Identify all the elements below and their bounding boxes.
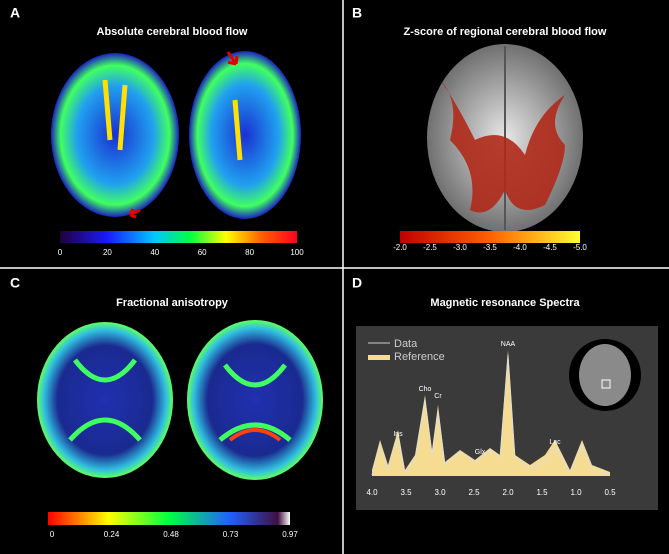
legend-label: Data [394,338,418,350]
legend-label: Reference [394,351,445,363]
arrow [128,208,141,219]
colorbar-tick-label: 20 [103,248,112,257]
colorbar-tick-label: -4.0 [513,243,527,252]
axis-tick-label: 1.0 [570,488,582,497]
panel-title: Absolute cerebral blood flow [97,26,248,38]
axis-tick-label: 3.0 [434,488,446,497]
legend-swatch [368,355,390,360]
axis-tick-label: 0.5 [604,488,616,497]
panel-title: Fractional anisotropy [116,297,229,309]
activation [440,80,565,213]
axis-tick-label: 2.0 [502,488,514,497]
colorbar-tick-label: 0.97 [282,530,298,539]
colorbar-tick-label: -2.5 [423,243,437,252]
data-spectrum [371,354,611,476]
tract [228,428,282,442]
colorbar-tick-label: 0 [58,248,63,257]
brain-scan [189,51,301,219]
panel-title: Z-score of regional cerebral blood flow [404,26,607,38]
inset-brain [579,344,631,406]
axis-tick-label: 4.0 [366,488,378,497]
arrow [226,51,239,66]
peak-label: Lac [549,439,561,446]
brain-scan [37,322,173,478]
peak-label: NAA [501,341,516,348]
panel-title: Magnetic resonance Spectra [430,297,580,309]
colorbar [400,231,580,243]
colorbar-tick-label: 0.48 [163,530,179,539]
colorbar-tick-label: -5.0 [573,243,587,252]
colorbar-tick-label: -4.5 [543,243,557,252]
brain-scan [187,320,323,480]
peak-label: Glx [475,449,486,456]
colorbar [60,231,297,243]
peak-label: Cr [434,393,442,400]
axis-tick-label: 2.5 [468,488,480,497]
axis-tick-label: 1.5 [536,488,548,497]
brain-scan [51,53,179,217]
panel-label: C [10,275,20,291]
colorbar-tick-label: 40 [150,248,159,257]
hotspot [102,79,243,161]
colorbar-tick-label: -3.5 [483,243,497,252]
colorbar-tick-label: 80 [245,248,254,257]
colorbar-tick-label: -3.0 [453,243,467,252]
panel-label: B [352,5,362,21]
colorbar-tick-label: -2.0 [393,243,407,252]
colorbar-tick-label: 100 [290,248,304,257]
panel-label: A [10,5,20,21]
colorbar [48,512,290,525]
voxel [601,379,611,389]
colorbar-tick-label: 0 [50,530,55,539]
tract [68,358,292,442]
colorbar-tick-label: 0.24 [104,530,120,539]
peak-label: Cho [419,386,432,393]
axis-tick-label: 3.5 [400,488,412,497]
panel-label: D [352,275,362,291]
colorbar-tick-label: 60 [198,248,207,257]
colorbar-tick-label: 0.73 [223,530,239,539]
peak-label: Ins [393,431,403,438]
